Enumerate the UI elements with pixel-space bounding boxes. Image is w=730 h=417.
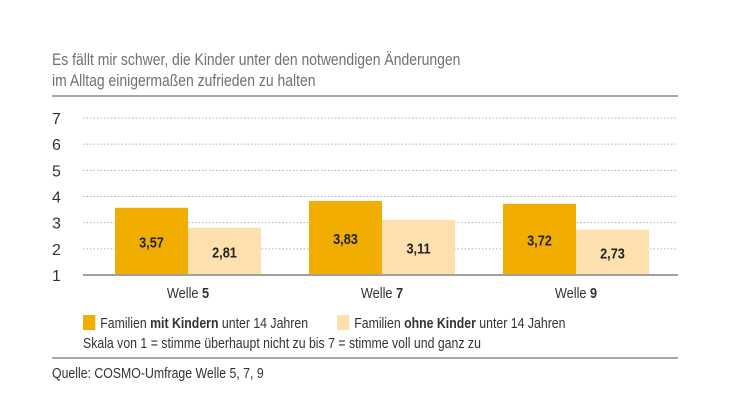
legend-text: unter 14 Jahren [475, 315, 566, 332]
legend-item-without-children: Familien ohne Kinder unter 14 Jahren [337, 315, 565, 333]
x-tick-label: Welle 7 [361, 284, 403, 301]
source-divider [52, 357, 678, 359]
y-tick-label: 7 [52, 111, 61, 128]
x-tick-label: Welle 9 [555, 284, 597, 301]
chart-title-line-1: Es fällt mir schwer, die Kinder unter de… [52, 50, 461, 69]
bar [576, 229, 649, 275]
data-label: 2,81 [212, 243, 237, 260]
legend-item-with-children: Familien mit Kindern unter 14 Jahren [83, 315, 308, 333]
y-tick-label: 3 [52, 216, 61, 233]
data-label: 2,73 [600, 244, 625, 261]
y-tick-label: 4 [52, 190, 61, 207]
title-divider [52, 95, 678, 97]
data-label: 3,83 [333, 230, 358, 247]
bar [115, 207, 188, 275]
y-tick-label: 2 [52, 242, 61, 259]
y-tick-label: 5 [52, 163, 61, 180]
y-tick-label: 1 [52, 268, 61, 285]
data-label: 3,72 [527, 231, 552, 248]
legend-text: Familien [100, 315, 151, 332]
legend-text-bold: ohne Kinder [404, 315, 476, 332]
x-tick-label: Welle 5 [167, 284, 209, 301]
legend-text: Familien [354, 315, 405, 332]
chart-title-line-2: im Alltag einigermaßen zufrieden zu halt… [52, 71, 316, 90]
y-tick-label: 6 [52, 137, 61, 154]
data-label: 3,11 [406, 239, 430, 256]
legend-text: unter 14 Jahren [218, 315, 309, 332]
legend-text-bold: mit Kindern [150, 315, 219, 332]
bar [382, 219, 455, 275]
bar [309, 200, 382, 275]
source-note: Quelle: COSMO-Umfrage Welle 5, 7, 9 [52, 365, 264, 382]
scale-note: Skala von 1 = stimme überhaupt nicht zu … [83, 335, 481, 352]
legend-swatch [83, 315, 96, 330]
legend-swatch [337, 315, 350, 330]
bar [503, 203, 576, 275]
bar [188, 227, 261, 275]
data-label: 3,57 [139, 233, 164, 250]
